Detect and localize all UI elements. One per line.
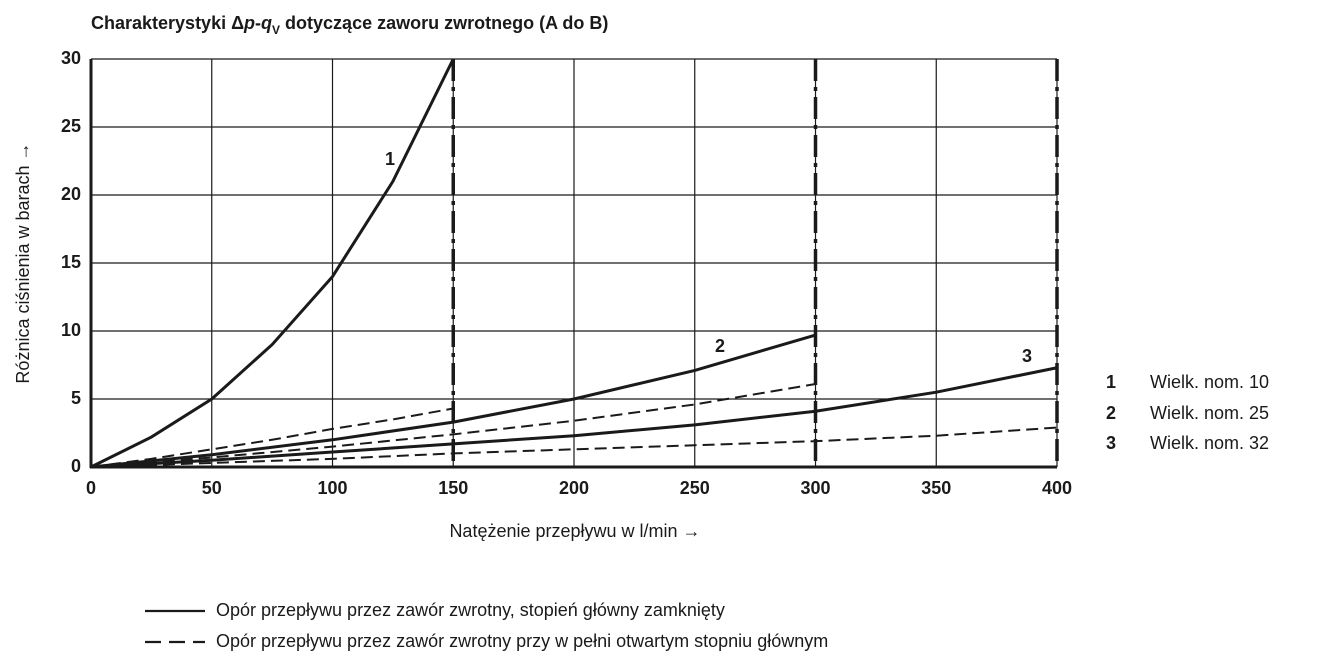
legend-label: Wielk. nom. 32	[1150, 433, 1269, 453]
x-tick-label: 300	[800, 478, 830, 498]
legend-label: Wielk. nom. 10	[1150, 372, 1269, 392]
curve-label: 2	[715, 336, 725, 356]
x-tick-label: 200	[559, 478, 589, 498]
legend-number: 3	[1106, 433, 1116, 453]
y-tick-label: 10	[61, 320, 81, 340]
curve-label: 3	[1022, 346, 1032, 366]
x-tick-label: 400	[1042, 478, 1072, 498]
chart-title: Charakterystyki Δp-qV dotyczące zaworu z…	[91, 13, 608, 37]
x-axis-label: Natężenie przepływu w l/min →	[449, 521, 700, 541]
curve-closed	[90, 58, 455, 469]
curve-closed	[90, 333, 816, 469]
title-part: Charakterystyki Δ	[91, 13, 244, 33]
title-part: p	[243, 13, 255, 33]
title-part: V	[272, 23, 280, 37]
legend-number: 2	[1106, 403, 1116, 423]
legend-label: Opór przepływu przez zawór zwrotny przy …	[216, 631, 828, 651]
curve-closed	[90, 366, 1058, 469]
legend-label: Opór przepływu przez zawór zwrotny, stop…	[216, 600, 725, 620]
x-tick-label: 100	[317, 478, 347, 498]
y-tick-label: 0	[71, 456, 81, 476]
legend-number: 1	[1106, 372, 1116, 392]
x-tick-label: 150	[438, 478, 468, 498]
legend-label: Wielk. nom. 25	[1150, 403, 1269, 423]
y-tick-label: 5	[71, 388, 81, 408]
x-tick-label: 50	[202, 478, 222, 498]
curve-open	[90, 407, 454, 468]
y-tick-label: 20	[61, 184, 81, 204]
curve-open	[90, 383, 816, 468]
x-tick-label: 0	[86, 478, 96, 498]
y-tick-label: 30	[61, 48, 81, 68]
curve-label: 1	[385, 149, 395, 169]
title-part: q	[261, 13, 272, 33]
y-axis-label: Różnica ciśnienia w barach →	[13, 142, 33, 383]
x-tick-label: 350	[921, 478, 951, 498]
y-tick-label: 25	[61, 116, 81, 136]
x-tick-label: 250	[680, 478, 710, 498]
title-part: dotyczące zaworu zwrotnego (A do B)	[280, 13, 608, 33]
y-tick-label: 15	[61, 252, 81, 272]
title-part: -	[255, 13, 261, 33]
